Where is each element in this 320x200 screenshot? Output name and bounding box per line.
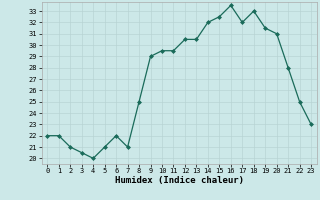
X-axis label: Humidex (Indice chaleur): Humidex (Indice chaleur) xyxy=(115,176,244,185)
